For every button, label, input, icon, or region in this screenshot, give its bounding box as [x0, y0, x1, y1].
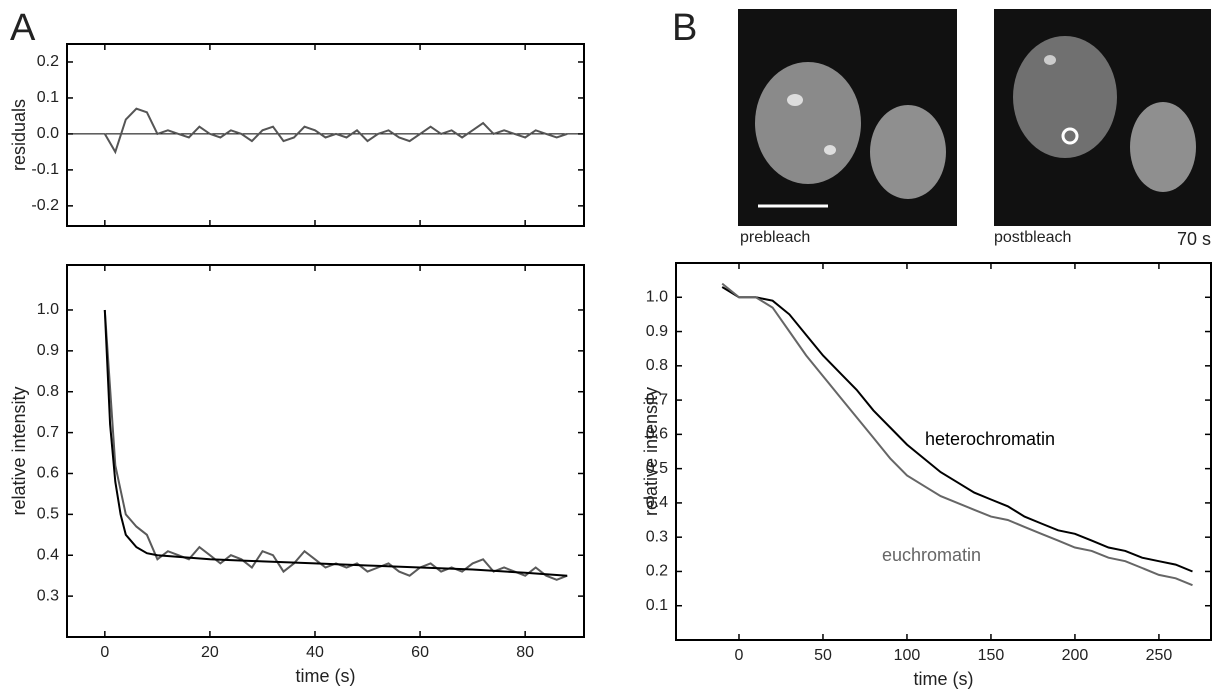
x-tick-label: 80 [516, 644, 534, 661]
x-axis-title: time (s) [296, 666, 356, 686]
y-tick-label: 0.5 [646, 460, 668, 477]
x-tick-label: 20 [201, 644, 219, 661]
y-tick-label: 0.4 [646, 494, 668, 511]
y-tick-label: 1.0 [37, 301, 59, 318]
y-tick-label: 1.0 [646, 288, 668, 305]
x-axis-title: time (s) [914, 669, 974, 689]
y-axis-title: residuals [9, 99, 29, 171]
y-tick-label: -0.1 [31, 161, 59, 178]
data-line [103, 107, 568, 155]
y-tick-label: 0.3 [646, 528, 668, 545]
x-tick-label: 50 [814, 647, 832, 664]
data-line [721, 286, 1193, 573]
data-line [103, 309, 568, 581]
x-tick-label: 0 [100, 644, 109, 661]
y-tick-label: 0.6 [646, 426, 668, 443]
y-tick-label: 0.8 [37, 383, 59, 400]
x-tick-label: 200 [1062, 647, 1089, 664]
y-tick-label: 0.1 [37, 89, 59, 106]
postbleach-image [994, 9, 1211, 226]
plot-frame [66, 264, 585, 638]
y-tick-label: 0.7 [646, 391, 668, 408]
prebleach-image [738, 9, 957, 226]
plot-frame [675, 262, 1212, 641]
x-tick-label: 250 [1146, 647, 1173, 664]
y-tick-label: 0.4 [37, 546, 59, 563]
x-tick-label: 60 [411, 644, 429, 661]
y-tick-label: 0.9 [37, 342, 59, 359]
y-axis-title: relative intensity [9, 386, 29, 515]
plot-frame [66, 43, 585, 227]
image-label: postbleach [994, 229, 1071, 246]
y-tick-label: 0.0 [37, 125, 59, 142]
x-tick-label: 0 [735, 647, 744, 664]
y-axis-title: relative intensity [641, 387, 661, 516]
panel-label: B [672, 7, 697, 49]
y-tick-label: 0.3 [37, 587, 59, 604]
data-line [103, 309, 568, 577]
y-tick-label: 0.2 [37, 53, 59, 70]
x-tick-label: 100 [894, 647, 921, 664]
series-label: heterochromatin [925, 429, 1055, 449]
x-tick-label: 150 [978, 647, 1005, 664]
y-tick-label: -0.2 [31, 197, 59, 214]
image-time: 70 s [1177, 229, 1211, 249]
y-tick-label: 0.5 [37, 506, 59, 523]
y-tick-label: 0.7 [37, 424, 59, 441]
series-label: euchromatin [882, 545, 981, 565]
panel-label: A [10, 7, 36, 49]
y-tick-label: 0.6 [37, 465, 59, 482]
image-label: prebleach [740, 229, 810, 246]
y-tick-label: 0.1 [646, 597, 668, 614]
y-tick-label: 0.9 [646, 323, 668, 340]
x-tick-label: 40 [306, 644, 324, 661]
data-line [721, 282, 1193, 587]
y-tick-label: 0.8 [646, 357, 668, 374]
y-tick-label: 0.2 [646, 563, 668, 580]
